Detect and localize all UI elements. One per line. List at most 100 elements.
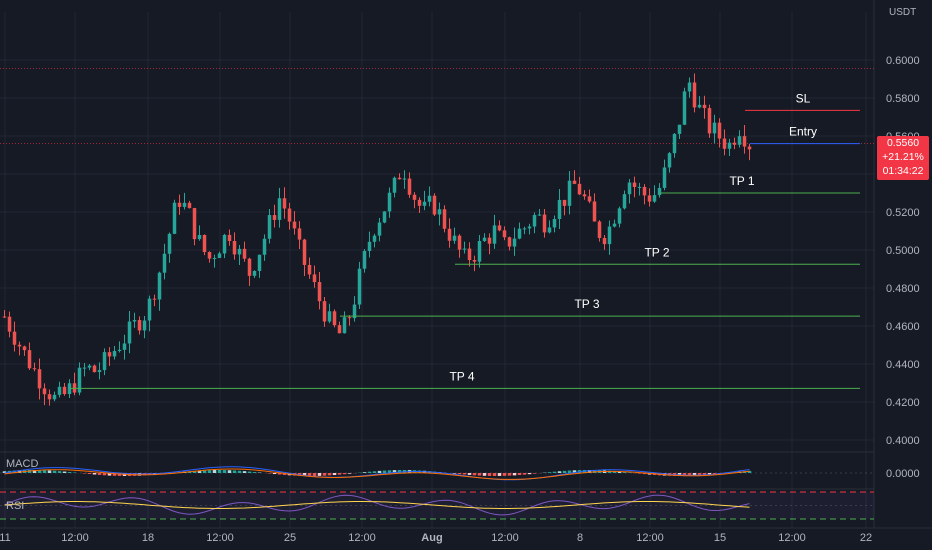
- last-price: 0.5560: [886, 137, 920, 149]
- candle-body: [177, 202, 182, 207]
- candle-body: [632, 182, 637, 188]
- candle-body: [662, 167, 667, 188]
- macd-histogram-bar: [247, 471, 252, 473]
- candle-body: [442, 209, 447, 229]
- candle-body: [407, 178, 412, 195]
- signal-line: [4, 468, 750, 480]
- candle-body: [132, 320, 137, 322]
- candle-body: [272, 215, 277, 220]
- candle-body: [432, 195, 437, 215]
- candle-body: [517, 228, 522, 239]
- candle-body: [37, 369, 42, 389]
- candle-body: [97, 370, 102, 373]
- macd-histogram-bar: [227, 470, 232, 473]
- candle-body: [387, 192, 392, 212]
- macd-histogram-bar: [62, 471, 67, 473]
- candle-body: [147, 298, 152, 321]
- macd-histogram-bar: [232, 470, 237, 473]
- macd-histogram-bar: [107, 473, 112, 476]
- candle-body: [137, 320, 142, 331]
- macd-histogram-bar: [252, 472, 257, 473]
- candle-body: [392, 177, 397, 193]
- candle-body: [622, 194, 627, 209]
- macd-histogram-bar: [517, 473, 522, 476]
- candle-body: [427, 195, 432, 202]
- macd-histogram-bar: [197, 470, 202, 473]
- candle-body: [367, 241, 372, 252]
- candle-body: [727, 142, 732, 149]
- time-tick-label: 18: [142, 532, 154, 544]
- macd-histogram-bar: [37, 470, 42, 473]
- candle-body: [237, 248, 242, 255]
- candle-body: [542, 214, 547, 233]
- macd-histogram-bar: [382, 470, 387, 473]
- macd-histogram-bar: [392, 470, 397, 473]
- macd-histogram-bar: [2, 471, 7, 473]
- macd-histogram-bar: [97, 473, 102, 475]
- price-tick-label: 0.6000: [886, 55, 920, 67]
- candle-body: [742, 136, 747, 147]
- macd-histogram-bar: [607, 470, 612, 473]
- rsi-label[interactable]: RSI: [6, 500, 25, 512]
- macd-histogram-bar: [532, 473, 537, 474]
- rsi-pane: [0, 491, 874, 520]
- candle-body: [467, 248, 472, 261]
- macd-histogram-bar: [622, 472, 627, 473]
- macd-histogram-bar: [502, 473, 507, 476]
- macd-histogram-bar: [712, 473, 717, 475]
- price-tick-label: 0.4400: [886, 359, 920, 371]
- macd-histogram-bar: [317, 473, 322, 476]
- macd-histogram-bar: [267, 473, 272, 474]
- candle-body: [717, 122, 722, 139]
- candle-body: [297, 228, 302, 240]
- currency-label: USDT: [889, 7, 917, 18]
- macd-histogram-bar: [397, 470, 402, 473]
- candle-body: [197, 234, 202, 240]
- macd-histogram-bar: [312, 473, 317, 476]
- candle-body: [492, 225, 497, 244]
- macd-histogram-bar: [512, 473, 517, 476]
- candle-body: [127, 321, 132, 344]
- candle-body: [362, 251, 367, 269]
- candle-body: [122, 343, 127, 350]
- candle-body: [592, 201, 597, 222]
- candle-body: [382, 211, 387, 223]
- candle-body: [107, 352, 112, 357]
- candle-body: [747, 146, 752, 150]
- time-tick-label: 12:00: [778, 532, 806, 544]
- macd-histogram-bar: [302, 473, 307, 476]
- macd-histogram-bar: [362, 472, 367, 473]
- macd-histogram-bar: [707, 473, 712, 475]
- level-label-sl: SL: [796, 91, 811, 105]
- candle-body: [452, 235, 457, 241]
- candle-body: [502, 230, 507, 238]
- candle-body: [352, 304, 357, 319]
- time-tick-label: Aug: [421, 532, 442, 544]
- candle-body: [557, 199, 562, 220]
- level-label-tp-4: TP 4: [449, 369, 474, 383]
- candle-body: [482, 237, 487, 242]
- price-tick-label: 0.5000: [886, 245, 920, 257]
- time-axis[interactable]: 11 12:00 18 12:00 25 12:00 Aug 12:00 8 12:00 15 12:…: [0, 532, 872, 544]
- level-label-tp-3: TP 3: [574, 297, 599, 311]
- macd-histogram-bar: [372, 471, 377, 473]
- macd-histogram-bar: [42, 470, 47, 473]
- candle-body: [617, 208, 622, 224]
- macd-histogram-bar: [617, 471, 622, 473]
- macd-histogram-bar: [682, 473, 687, 476]
- macd-label[interactable]: MACD: [6, 458, 39, 470]
- candle-body: [447, 228, 452, 241]
- macd-histogram-bar: [102, 473, 107, 476]
- candle-body: [92, 365, 97, 373]
- candle-body: [227, 234, 232, 241]
- candle-body: [472, 260, 477, 262]
- macd-histogram-bar: [67, 472, 72, 473]
- candle-body: [642, 186, 647, 196]
- candle-body: [182, 202, 187, 207]
- macd-histogram-bar: [482, 473, 487, 476]
- time-tick-label: 12:00: [61, 532, 89, 544]
- time-tick-label: 12:00: [206, 532, 234, 544]
- candle-body: [532, 214, 537, 227]
